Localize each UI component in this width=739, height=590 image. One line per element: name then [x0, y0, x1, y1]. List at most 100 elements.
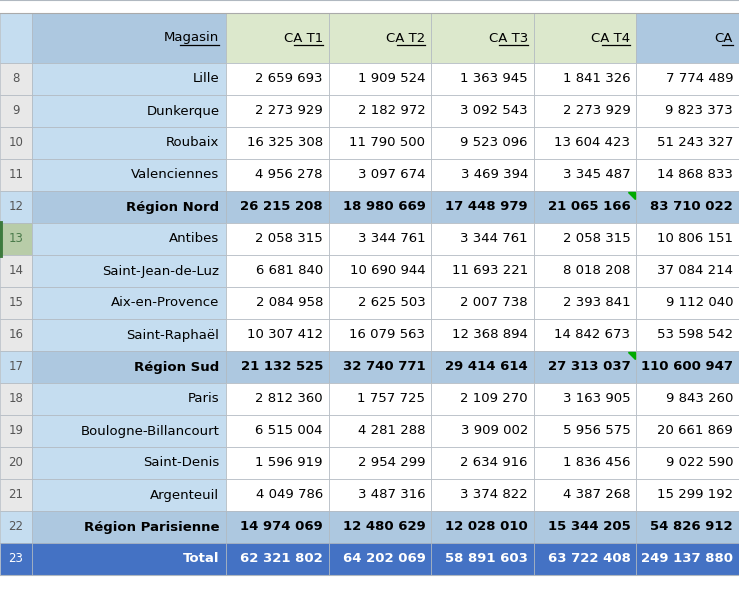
- Bar: [226, 255, 329, 287]
- Bar: [432, 95, 534, 127]
- Text: 2 058 315: 2 058 315: [562, 232, 630, 245]
- Bar: [226, 127, 329, 159]
- Text: 8: 8: [13, 73, 20, 86]
- Text: 10 806 151: 10 806 151: [657, 232, 733, 245]
- Bar: [0, 191, 32, 223]
- Text: 3 097 674: 3 097 674: [358, 169, 426, 182]
- Polygon shape: [628, 352, 636, 359]
- Bar: [636, 319, 739, 351]
- Text: 4 281 288: 4 281 288: [358, 424, 426, 438]
- Text: 23: 23: [9, 552, 24, 565]
- Bar: [0, 447, 32, 479]
- Bar: [534, 543, 636, 575]
- Bar: [432, 223, 534, 255]
- Bar: [329, 479, 432, 511]
- Bar: [432, 415, 534, 447]
- Bar: [0, 159, 32, 191]
- Bar: [226, 287, 329, 319]
- Text: 15 344 205: 15 344 205: [548, 520, 630, 533]
- Bar: [432, 63, 534, 95]
- Bar: [534, 159, 636, 191]
- Text: 12 480 629: 12 480 629: [343, 520, 426, 533]
- Bar: [636, 63, 739, 95]
- Text: 9 022 590: 9 022 590: [666, 457, 733, 470]
- Bar: [534, 255, 636, 287]
- Bar: [226, 543, 329, 575]
- Text: 14 868 833: 14 868 833: [657, 169, 733, 182]
- Text: 4 049 786: 4 049 786: [256, 489, 323, 502]
- Bar: [636, 13, 739, 63]
- Bar: [329, 543, 432, 575]
- Bar: [432, 543, 534, 575]
- Bar: [534, 319, 636, 351]
- Bar: [226, 319, 329, 351]
- Bar: [636, 447, 739, 479]
- Text: 14 974 069: 14 974 069: [240, 520, 323, 533]
- Bar: [432, 159, 534, 191]
- Text: 32 740 771: 32 740 771: [343, 360, 426, 373]
- Text: 1 841 326: 1 841 326: [563, 73, 630, 86]
- Bar: [0, 63, 32, 95]
- Text: 6 681 840: 6 681 840: [256, 264, 323, 277]
- Text: 63 722 408: 63 722 408: [548, 552, 630, 565]
- Bar: [32, 319, 226, 351]
- Text: 2 393 841: 2 393 841: [563, 297, 630, 310]
- Bar: [0, 319, 32, 351]
- Bar: [0, 127, 32, 159]
- Text: 110 600 947: 110 600 947: [641, 360, 733, 373]
- Text: 10 690 944: 10 690 944: [350, 264, 426, 277]
- Bar: [0, 543, 32, 575]
- Text: 10 307 412: 10 307 412: [247, 329, 323, 342]
- Bar: [329, 127, 432, 159]
- Text: 27 313 037: 27 313 037: [548, 360, 630, 373]
- Text: 2 634 916: 2 634 916: [460, 457, 528, 470]
- Bar: [0, 479, 32, 511]
- Text: 2 273 929: 2 273 929: [562, 104, 630, 117]
- Bar: [329, 447, 432, 479]
- Text: 11 790 500: 11 790 500: [350, 136, 426, 149]
- Text: 2 058 315: 2 058 315: [255, 232, 323, 245]
- Bar: [0, 223, 32, 255]
- Text: Argenteuil: Argenteuil: [150, 489, 219, 502]
- Bar: [636, 351, 739, 383]
- Text: 13 604 423: 13 604 423: [554, 136, 630, 149]
- Bar: [32, 383, 226, 415]
- Bar: [432, 255, 534, 287]
- Bar: [636, 511, 739, 543]
- Text: 3 487 316: 3 487 316: [358, 489, 426, 502]
- Text: 12 028 010: 12 028 010: [445, 520, 528, 533]
- Bar: [226, 479, 329, 511]
- Bar: [226, 223, 329, 255]
- Text: Antibes: Antibes: [169, 232, 219, 245]
- Text: 11: 11: [9, 169, 24, 182]
- Bar: [432, 479, 534, 511]
- Text: 1 836 456: 1 836 456: [563, 457, 630, 470]
- Bar: [432, 447, 534, 479]
- Bar: [534, 95, 636, 127]
- Text: 1 757 725: 1 757 725: [358, 392, 426, 405]
- Bar: [32, 447, 226, 479]
- Text: Valenciennes: Valenciennes: [132, 169, 219, 182]
- Bar: [32, 127, 226, 159]
- Text: CA: CA: [715, 31, 733, 44]
- Text: 15: 15: [9, 297, 24, 310]
- Text: 15 299 192: 15 299 192: [657, 489, 733, 502]
- Text: 2 084 958: 2 084 958: [256, 297, 323, 310]
- Text: 83 710 022: 83 710 022: [650, 201, 733, 214]
- Text: 3 345 487: 3 345 487: [563, 169, 630, 182]
- Text: Roubaix: Roubaix: [166, 136, 219, 149]
- Text: 2 954 299: 2 954 299: [358, 457, 426, 470]
- Bar: [329, 191, 432, 223]
- Text: 2 659 693: 2 659 693: [256, 73, 323, 86]
- Bar: [432, 13, 534, 63]
- Bar: [329, 95, 432, 127]
- Text: 3 092 543: 3 092 543: [460, 104, 528, 117]
- Text: 13: 13: [9, 232, 24, 245]
- Text: 9 843 260: 9 843 260: [666, 392, 733, 405]
- Bar: [432, 319, 534, 351]
- Text: CA T1: CA T1: [284, 31, 323, 44]
- Text: 18: 18: [9, 392, 24, 405]
- Text: 4 387 268: 4 387 268: [563, 489, 630, 502]
- Text: 14 842 673: 14 842 673: [554, 329, 630, 342]
- Bar: [329, 13, 432, 63]
